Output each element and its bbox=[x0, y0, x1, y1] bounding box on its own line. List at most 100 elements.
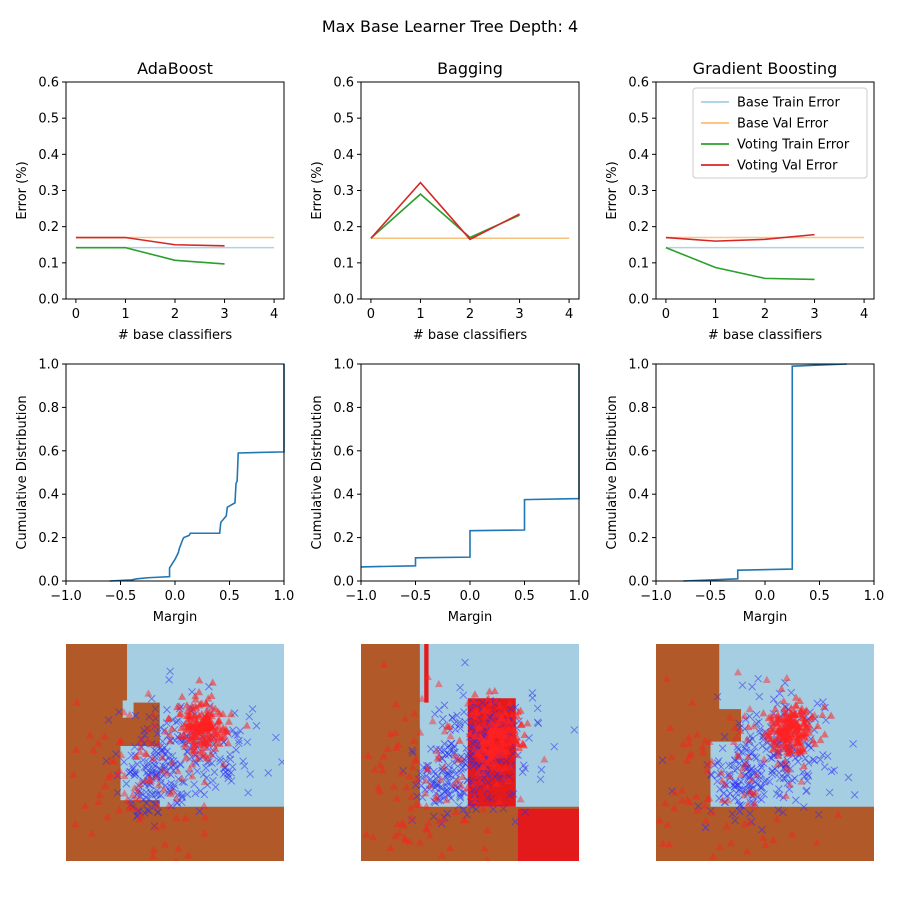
x-marker bbox=[150, 822, 159, 830]
x-marker bbox=[151, 799, 159, 808]
triangle-marker bbox=[115, 805, 124, 814]
x-axis-label: Margin bbox=[448, 610, 492, 625]
x-marker bbox=[742, 746, 751, 755]
triangle-marker bbox=[402, 883, 410, 890]
triangle-marker bbox=[407, 813, 416, 822]
triangle-marker bbox=[391, 831, 400, 840]
x-marker bbox=[120, 758, 128, 766]
x-marker bbox=[734, 796, 743, 805]
triangle-marker bbox=[405, 837, 414, 845]
x-marker bbox=[827, 767, 836, 776]
x-marker bbox=[445, 789, 453, 798]
triangle-marker bbox=[415, 838, 424, 846]
x-marker bbox=[426, 775, 435, 783]
x-marker bbox=[224, 771, 233, 780]
triangle-marker bbox=[412, 800, 421, 808]
triangle-marker bbox=[482, 758, 491, 766]
triangle-marker bbox=[406, 804, 415, 812]
y-tick-label: 0.0 bbox=[333, 293, 354, 308]
triangle-marker bbox=[159, 785, 168, 793]
x-marker bbox=[813, 699, 822, 708]
triangle-marker bbox=[485, 706, 494, 715]
triangle-marker bbox=[773, 759, 782, 767]
y-tick-label: 0.6 bbox=[333, 444, 354, 459]
x-marker bbox=[738, 681, 747, 690]
triangle-marker bbox=[224, 739, 233, 747]
triangle-marker bbox=[767, 734, 776, 743]
triangle-marker bbox=[794, 738, 803, 746]
x-marker bbox=[239, 757, 247, 766]
x-tick-label: 0.0 bbox=[755, 589, 776, 604]
triangle-marker bbox=[747, 776, 756, 784]
y-tick-label: 0.1 bbox=[38, 256, 59, 271]
triangle-marker bbox=[505, 698, 514, 707]
triangle-marker bbox=[693, 806, 702, 814]
x-marker bbox=[844, 773, 853, 782]
triangle-marker bbox=[434, 679, 443, 688]
x-marker bbox=[438, 763, 447, 772]
triangle-marker bbox=[480, 762, 489, 771]
x-marker bbox=[774, 785, 783, 793]
x-marker bbox=[536, 775, 545, 784]
triangle-marker bbox=[172, 813, 181, 821]
triangle-marker bbox=[160, 840, 169, 848]
x-marker bbox=[746, 809, 754, 818]
x-tick-label: 0.5 bbox=[809, 589, 830, 604]
triangle-marker bbox=[718, 776, 727, 784]
x-marker bbox=[150, 746, 159, 755]
triangle-marker bbox=[219, 760, 228, 768]
triangle-marker bbox=[470, 745, 479, 753]
series-line-voting-val-error bbox=[370, 181, 520, 241]
x-marker bbox=[195, 807, 204, 816]
x-marker bbox=[511, 817, 520, 826]
x-marker bbox=[143, 762, 152, 771]
triangle-marker bbox=[202, 699, 211, 708]
x-marker bbox=[190, 780, 198, 789]
axes-0: 0 1 2 3 4 0.0 0.1 0.2 0.3 0.4 0.5 0.6 AdaBoost # base… bbox=[15, 59, 285, 343]
x-marker bbox=[518, 768, 527, 776]
triangle-marker bbox=[173, 856, 179, 861]
x-marker bbox=[166, 756, 175, 765]
series-line-cdf bbox=[360, 364, 580, 568]
x-axis-label: Margin bbox=[743, 610, 787, 625]
x-marker bbox=[721, 798, 730, 807]
y-tick-label: 0.6 bbox=[628, 76, 649, 91]
triangle-marker bbox=[453, 775, 462, 784]
triangle-marker bbox=[688, 698, 697, 706]
x-marker bbox=[751, 799, 759, 808]
triangle-marker bbox=[792, 693, 801, 701]
x-marker bbox=[751, 777, 759, 786]
triangle-marker bbox=[464, 699, 473, 707]
x-marker bbox=[104, 716, 113, 724]
triangle-marker bbox=[749, 721, 758, 730]
triangle-marker bbox=[745, 787, 754, 795]
triangle-marker bbox=[141, 749, 150, 757]
x-marker bbox=[478, 698, 487, 707]
triangle-marker bbox=[165, 868, 173, 875]
x-tick-label: 0.5 bbox=[514, 589, 535, 604]
triangle-marker bbox=[106, 756, 115, 764]
triangle-marker bbox=[497, 714, 506, 722]
x-marker bbox=[451, 748, 459, 757]
x-tick-label: −0.5 bbox=[695, 589, 727, 604]
triangle-marker bbox=[478, 743, 487, 751]
series-line-cdf bbox=[109, 364, 285, 582]
triangle-marker bbox=[781, 764, 790, 772]
x-tick-label: −0.5 bbox=[400, 589, 432, 604]
triangle-marker bbox=[777, 728, 786, 736]
triangle-marker bbox=[132, 805, 141, 813]
triangle-marker bbox=[164, 801, 173, 809]
x-marker bbox=[459, 691, 468, 700]
x-marker bbox=[153, 729, 162, 738]
triangle-marker bbox=[425, 831, 434, 839]
y-tick-label: 0.5 bbox=[628, 112, 649, 127]
triangle-marker bbox=[816, 735, 825, 744]
triangle-marker bbox=[227, 710, 236, 718]
triangle-marker bbox=[103, 813, 112, 821]
triangle-marker bbox=[119, 707, 128, 716]
region-lightblue bbox=[127, 644, 284, 703]
legend: Base Train Error Base Val Error Voting Tra… bbox=[692, 87, 868, 179]
triangle-marker bbox=[752, 771, 761, 779]
x-marker bbox=[178, 777, 187, 786]
x-marker bbox=[145, 795, 153, 803]
